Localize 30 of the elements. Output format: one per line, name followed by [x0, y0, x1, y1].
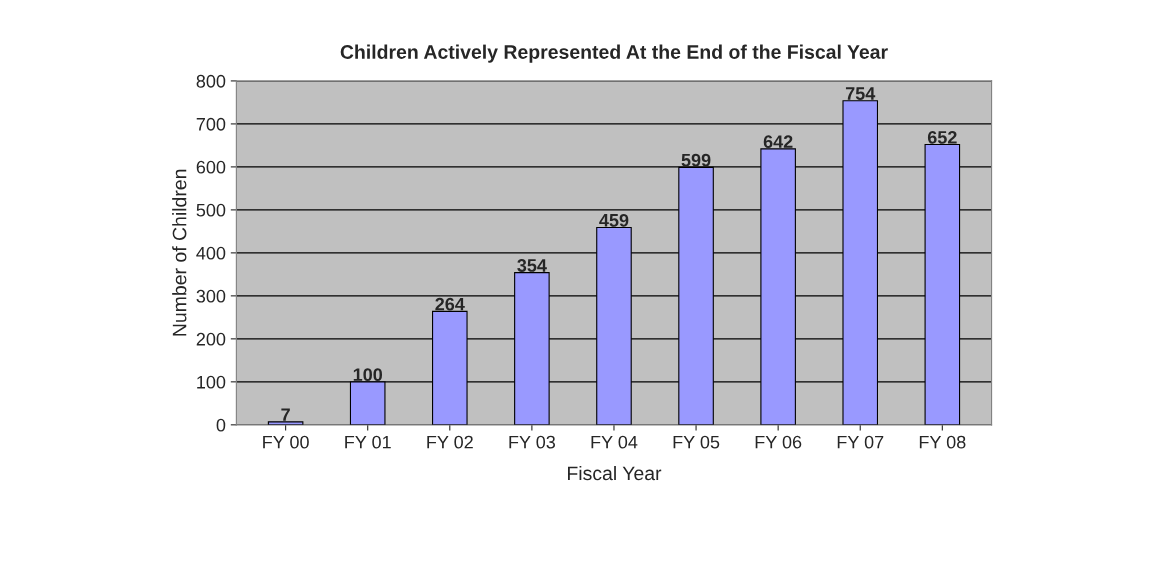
x-tick-label: FY 04 — [591, 435, 638, 449]
y-tick-label: 500 — [196, 203, 226, 217]
x-tick-label: FY 03 — [509, 435, 556, 449]
x-tick-label: FY 08 — [919, 435, 966, 449]
y-tick-label: 100 — [197, 375, 226, 389]
x-tick-label: FY 07 — [837, 435, 884, 449]
data-label: 599 — [681, 153, 711, 167]
chart-title: Children Actively Represented At the End of the Fiscal Year — [340, 44, 888, 63]
y-tick-label: 700 — [196, 117, 226, 131]
data-label: 652 — [927, 130, 957, 144]
y-tick-label: 800 — [196, 74, 226, 88]
x-tick-label: FY 01 — [345, 435, 391, 449]
y-tick-label: 0 — [216, 418, 226, 432]
data-label: 642 — [763, 135, 793, 149]
data-label: 754 — [845, 87, 876, 100]
x-tick-label: FY 00 — [263, 435, 309, 449]
y-tick-label: 200 — [196, 332, 226, 346]
y-axis-title: Number of Children — [172, 169, 187, 336]
y-tick-label: 600 — [196, 160, 226, 174]
data-label: 264 — [435, 297, 465, 311]
data-label: 7 — [281, 408, 290, 421]
x-tick-label: FY 02 — [427, 435, 473, 449]
data-label: 100 — [353, 368, 383, 382]
x-tick-label: FY 05 — [673, 435, 720, 449]
data-label: 459 — [599, 213, 629, 227]
y-tick-label: 300 — [196, 289, 226, 303]
y-tick-label: 400 — [196, 246, 226, 260]
x-tick-label: FY 06 — [755, 435, 802, 449]
data-label: 354 — [517, 259, 547, 272]
x-axis-title: Fiscal Year — [568, 465, 662, 481]
